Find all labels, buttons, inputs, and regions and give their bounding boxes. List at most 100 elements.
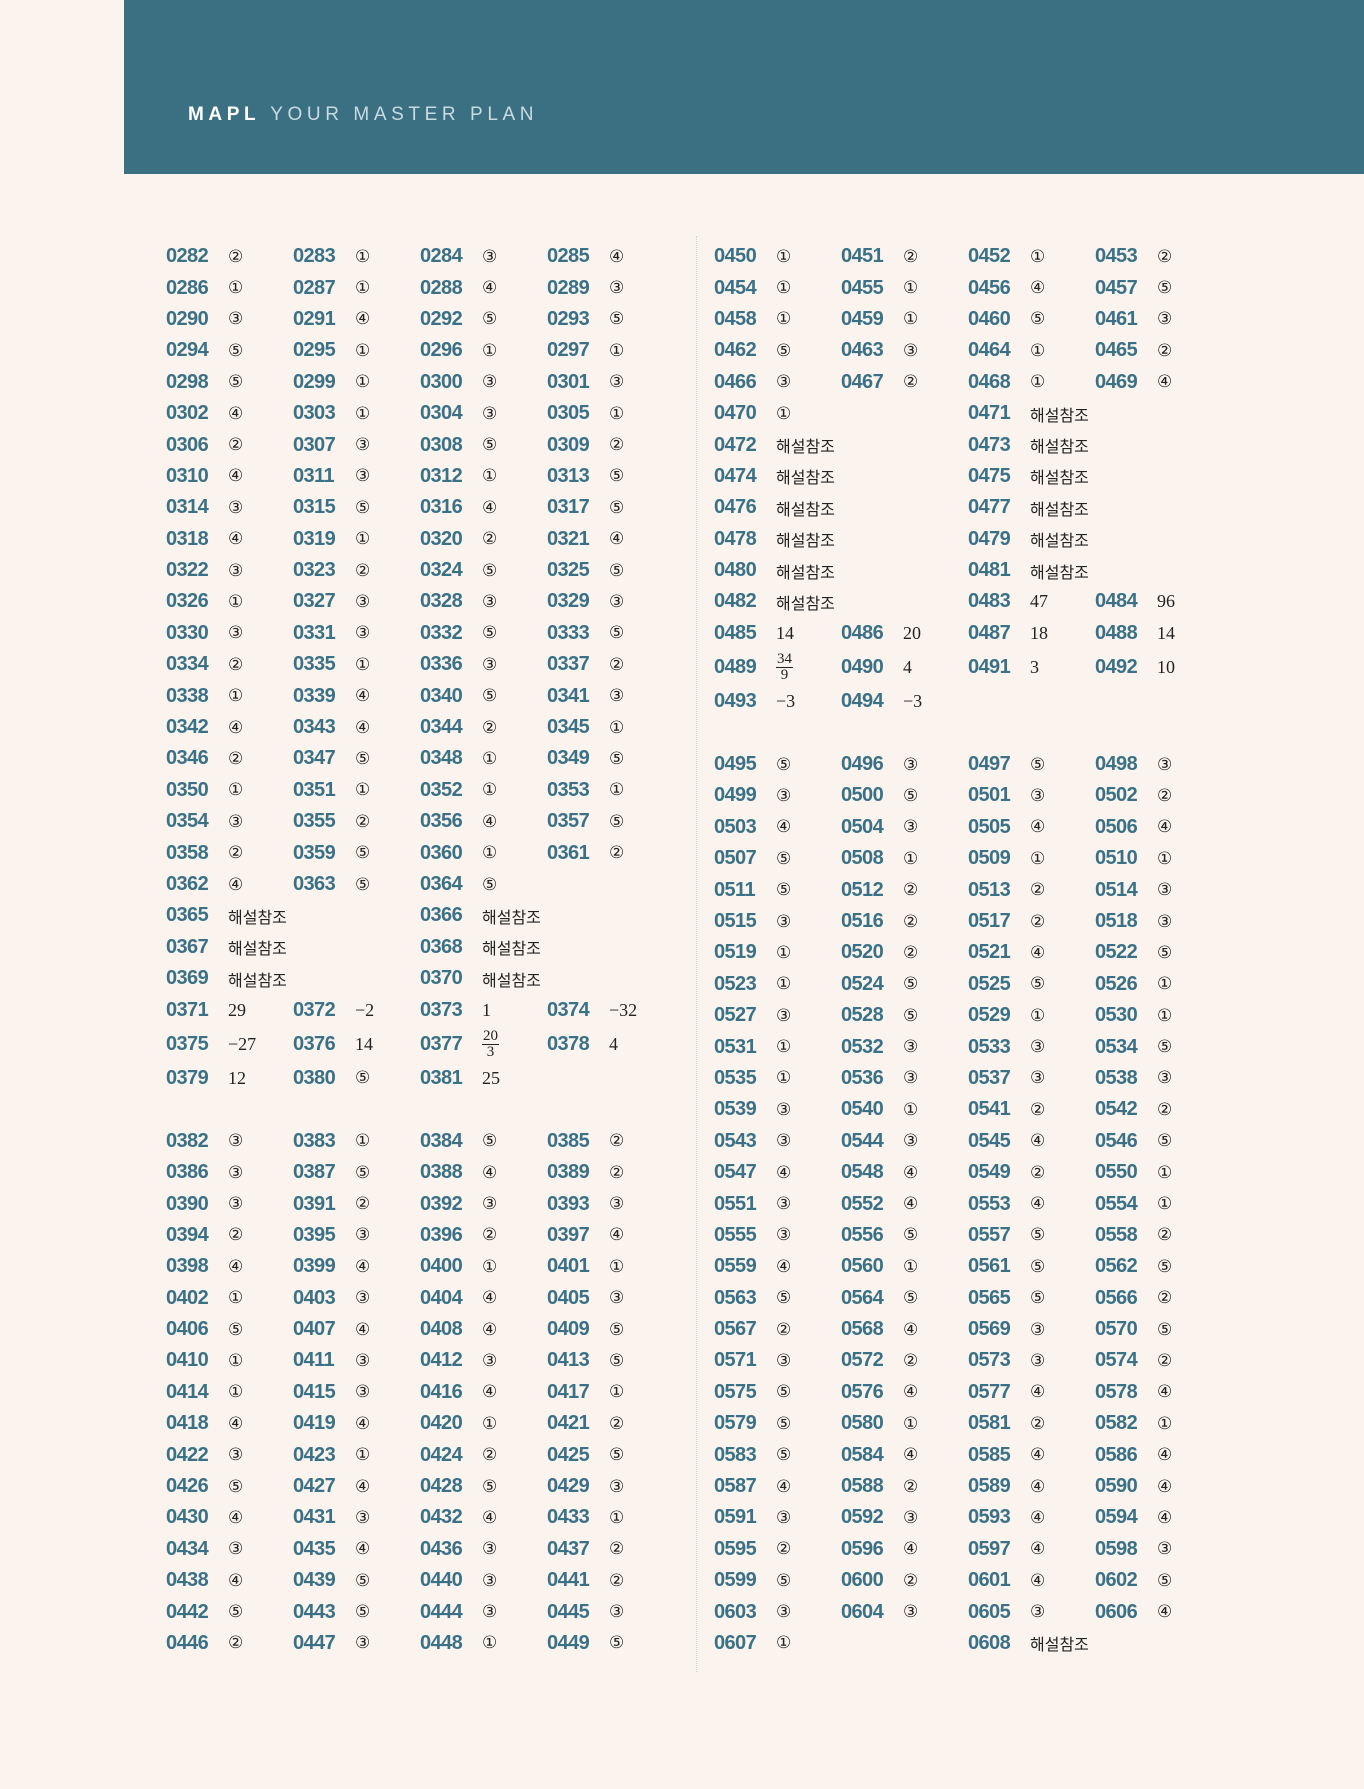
answer-value: ③: [903, 1602, 919, 1623]
answer-row: 0595 ② 0596 ④ 0597 ④ 0598 ③: [714, 1534, 1234, 1565]
answer-value: ⑤: [776, 1413, 792, 1434]
answer-item: 0349 ⑤: [547, 743, 624, 774]
answer-item: 0541 ②: [968, 1094, 1045, 1125]
question-number: 0451: [841, 245, 884, 268]
answer-item: 0444 ③: [420, 1596, 497, 1627]
question-number: 0289: [547, 276, 590, 299]
question-number: 0357: [547, 810, 590, 833]
answer-item: 0567 ②: [714, 1314, 791, 1345]
answer-row: 0386 ③ 0387 ⑤ 0388 ④ 0389 ②: [166, 1157, 686, 1188]
answer-value: ④: [228, 1413, 244, 1434]
answer-value: ①: [482, 340, 498, 361]
question-number: 0309: [547, 433, 590, 456]
question-number: 0530: [1095, 1004, 1138, 1027]
answer-value: −3: [776, 691, 796, 712]
question-number: 0515: [714, 910, 757, 932]
answer-value: ⑤: [776, 880, 792, 901]
answer-value: ⑤: [776, 340, 792, 361]
answer-value: ⑤: [355, 748, 371, 769]
answer-item: 0326 ①: [166, 586, 243, 617]
question-number: 0449: [547, 1631, 590, 1654]
answer-item: 0542 ②: [1095, 1094, 1172, 1125]
answer-row: 0470 ① 0471 해설참조: [714, 398, 1234, 429]
question-number: 0572: [841, 1349, 884, 1372]
answer-item: 0324 ⑤: [420, 555, 497, 586]
answer-value: ①: [482, 466, 498, 487]
answer-value: ①: [1030, 340, 1046, 361]
answer-item: 0471 해설참조: [968, 398, 1089, 429]
question-number: 0496: [841, 753, 884, 776]
answer-item: 0483 47: [968, 586, 1048, 617]
answer-row: 0434 ③ 0435 ④ 0436 ③ 0437 ②: [166, 1534, 686, 1565]
answer-value: 14: [776, 622, 794, 643]
answer-value: ①: [355, 403, 371, 424]
question-number: 0362: [166, 873, 209, 895]
answer-item: 0495 ⑤: [714, 749, 791, 780]
answer-item: 0458 ①: [714, 304, 791, 335]
answer-item: 0501 ③: [968, 780, 1045, 811]
answer-value: ①: [482, 1413, 498, 1434]
answer-item: 0448 ①: [420, 1628, 497, 1659]
answer-item: 0322 ③: [166, 555, 243, 586]
question-number: 0458: [714, 307, 757, 330]
answer-value: ⑤: [355, 497, 371, 518]
answer-value: ⑤: [1157, 1131, 1173, 1152]
answer-value: ③: [355, 1350, 371, 1371]
question-number: 0318: [166, 527, 209, 550]
answer-value: ②: [1157, 1288, 1173, 1309]
answer-item: 0602 ⑤: [1095, 1565, 1172, 1596]
answer-row: 0302 ④ 0303 ① 0304 ③ 0305 ①: [166, 398, 686, 429]
answer-value: ②: [1157, 340, 1173, 361]
answer-item: 0420 ①: [420, 1408, 497, 1439]
answer-value: ④: [355, 1539, 371, 1560]
question-number: 0383: [293, 1129, 336, 1152]
answer-item: 0591 ③: [714, 1502, 791, 1533]
answer-item: 0361 ②: [547, 837, 624, 868]
question-number: 0453: [1095, 245, 1138, 268]
answer-row: 0485 14 0486 20 0487 18 0488 14: [714, 618, 1234, 649]
question-number: 0590: [1095, 1475, 1138, 1498]
answer-item: 0301 ③: [547, 367, 624, 398]
question-number: 0573: [968, 1349, 1011, 1372]
question-number: 0481: [968, 559, 1011, 582]
answer-value: ②: [903, 880, 919, 901]
answer-item: 0486 20: [841, 618, 921, 649]
answer-value: ①: [903, 1413, 919, 1434]
question-number: 0355: [293, 810, 336, 833]
answer-item: 0341 ③: [547, 680, 624, 711]
answer-item: 0315 ⑤: [293, 492, 370, 523]
answer-value: ①: [776, 1633, 792, 1654]
question-number: 0348: [420, 747, 463, 770]
question-number: 0531: [714, 1035, 757, 1058]
answer-value: ③: [776, 1507, 792, 1528]
answer-value: ③: [903, 1131, 919, 1152]
answer-item: 0590 ④: [1095, 1471, 1172, 1502]
question-number: 0508: [841, 847, 884, 870]
question-number: 0444: [420, 1600, 463, 1623]
question-number: 0300: [420, 370, 463, 393]
answer-value: ③: [482, 591, 498, 612]
answer-item: 0313 ⑤: [547, 461, 624, 492]
question-number: 0568: [841, 1318, 884, 1341]
answer-row: 0330 ③ 0331 ③ 0332 ⑤ 0333 ⑤: [166, 618, 686, 649]
answer-item: 0386 ③: [166, 1157, 243, 1188]
question-number: 0367: [166, 935, 209, 958]
answer-value: ③: [776, 1225, 792, 1246]
answer-value: ⑤: [903, 785, 919, 806]
question-number: 0403: [293, 1286, 336, 1309]
answer-value: ③: [1157, 911, 1173, 932]
question-number: 0499: [714, 784, 757, 807]
question-number: 0535: [714, 1066, 757, 1089]
answer-value: ⑤: [1157, 1037, 1173, 1058]
answer-value: ⑤: [609, 560, 625, 581]
question-number: 0555: [714, 1223, 757, 1246]
answer-row: 0358 ② 0359 ⑤ 0360 ① 0361 ②: [166, 837, 686, 868]
question-number: 0301: [547, 370, 590, 393]
question-number: 0528: [841, 1004, 884, 1027]
answer-value: ③: [355, 466, 371, 487]
question-number: 0564: [841, 1286, 884, 1309]
question-number: 0498: [1095, 753, 1138, 776]
answer-item: 0364 ⑤: [420, 869, 497, 900]
answer-value: ③: [228, 497, 244, 518]
question-number: 0574: [1095, 1349, 1138, 1372]
